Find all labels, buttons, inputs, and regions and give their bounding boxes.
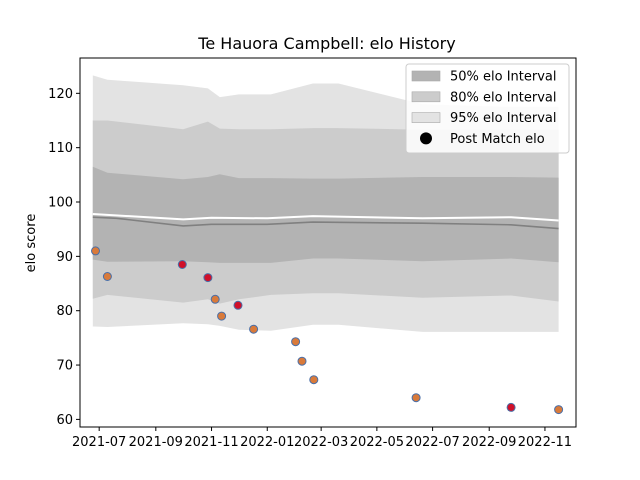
post-match-elo-point	[506, 402, 516, 412]
x-tick-label: 2021-11	[184, 435, 238, 450]
y-tick-label: 100	[48, 196, 73, 211]
band-50-interval	[92, 166, 559, 263]
y-tick-label: 70	[56, 359, 73, 374]
legend-label: 80% elo Interval	[450, 90, 557, 105]
x-tick-label: 2022-11	[518, 435, 572, 450]
post-match-elo-point	[102, 272, 112, 281]
x-tick-label: 2022-09	[462, 435, 516, 450]
legend-label: Post Match elo	[450, 132, 545, 147]
y-tick-label: 120	[48, 87, 73, 102]
y-axis: 60 70 80 90 100 110 120	[48, 87, 80, 428]
post-match-elo-point	[291, 337, 301, 347]
x-tick-label: 2021-07	[72, 435, 126, 450]
x-tick-label: 2021-09	[129, 435, 183, 450]
post-match-elo-point	[309, 375, 319, 385]
y-axis-label: elo score	[24, 214, 39, 273]
chart-title: Te Hauora Campbell: elo History	[197, 34, 455, 53]
x-tick-label: 2022-03	[294, 435, 348, 450]
post-match-elo-point	[249, 324, 259, 334]
post-match-elo-point	[297, 356, 307, 366]
x-tick-label: 2022-01	[240, 435, 294, 450]
x-tick-label: 2022-05	[350, 435, 404, 450]
post-match-elo-point	[233, 300, 243, 310]
post-match-elo-point	[217, 311, 227, 321]
legend-swatch	[411, 91, 441, 103]
post-match-elo-point	[554, 405, 564, 415]
legend-box	[405, 63, 570, 154]
legend: 50% elo Interval 80% elo Interval 95% elo …	[405, 63, 570, 154]
legend-swatch	[411, 70, 441, 82]
plot-frame	[79, 57, 577, 428]
post-match-elo-point	[203, 273, 213, 283]
mean-elo-line	[92, 213, 559, 222]
post-match-elo-point	[177, 260, 187, 269]
x-axis: 2021-07 2021-09 2021-11 2022-01 2022-03 2022-…	[72, 427, 572, 450]
legend-marker	[420, 132, 432, 145]
median-elo-line	[92, 216, 559, 230]
y-tick-label: 80	[56, 304, 73, 319]
y-tick-label: 110	[48, 141, 73, 156]
post-match-elo-point	[210, 294, 220, 304]
post-match-elo-point	[91, 246, 100, 256]
legend-label: 95% elo Interval	[450, 111, 557, 126]
legend-label: 50% elo Interval	[450, 70, 557, 85]
x-tick-label: 2022-07	[405, 435, 459, 450]
post-match-elo-point	[411, 393, 421, 403]
legend-swatch	[411, 112, 441, 123]
y-tick-label: 90	[56, 250, 73, 265]
y-tick-label: 60	[56, 413, 73, 428]
